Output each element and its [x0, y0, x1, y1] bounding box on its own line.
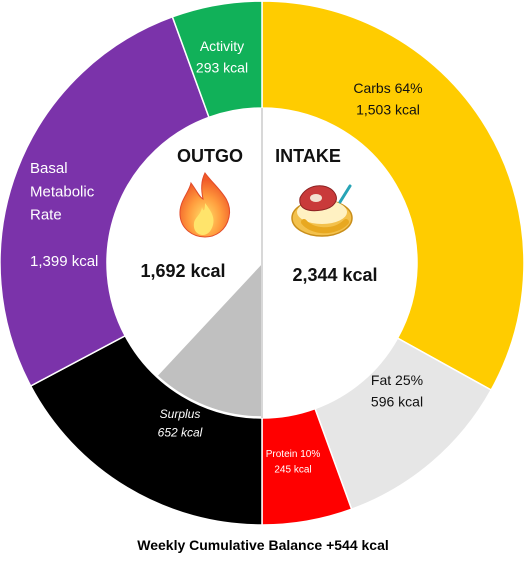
segment-label-activity: Activity 293 kcal [196, 38, 248, 76]
inner-wedges [155, 261, 263, 418]
segment-label-line: 293 kcal [196, 60, 248, 76]
segment-label-line: 1,503 kcal [356, 102, 420, 118]
outgo-total: 1,692 kcal [140, 261, 225, 281]
segment-label-line: Fat 25% [371, 372, 423, 388]
outgo-title: OUTGO [177, 146, 243, 166]
segment-label-line: Metabolic [30, 183, 95, 200]
segment-label-line: 652 kcal [158, 426, 203, 440]
segment-label-bmr: Basal Metabolic Rate 1,399 kcal [30, 160, 98, 270]
segment-label-surplus: Surplus 652 kcal [158, 407, 203, 440]
segment-label-line: 596 kcal [371, 394, 423, 410]
segment-label-line: 1,399 kcal [30, 253, 98, 270]
outer-ring [0, 0, 525, 526]
segment-label-line: Basal [30, 160, 68, 177]
pie-slice-surplus-inner [155, 261, 263, 418]
segment-label-line: Protein 10% [266, 449, 321, 460]
segment-label-fat: Fat 25% 596 kcal [371, 372, 423, 410]
weekly-balance-caption: Weekly Cumulative Balance +544 kcal [137, 537, 389, 553]
segment-label-line [30, 230, 34, 247]
segment-label-line: Surplus [160, 407, 201, 421]
segment-label-line: Activity [200, 38, 244, 54]
food-plate-icon [291, 184, 353, 237]
segment-label-line: 245 kcal [274, 465, 311, 476]
intake-title: INTAKE [275, 146, 341, 166]
flame-icon [179, 172, 231, 238]
segment-label-carbs: Carbs 64% 1,503 kcal [353, 80, 422, 118]
segment-label-line: Rate [30, 207, 62, 224]
segment-label-protein: Protein 10% 245 kcal [266, 449, 321, 476]
segment-labels: Carbs 64% 1,503 kcal Fat 25% 596 kcal Protei… [30, 38, 423, 476]
segment-label-line: Carbs 64% [353, 80, 422, 96]
intake-total: 2,344 kcal [292, 265, 377, 285]
